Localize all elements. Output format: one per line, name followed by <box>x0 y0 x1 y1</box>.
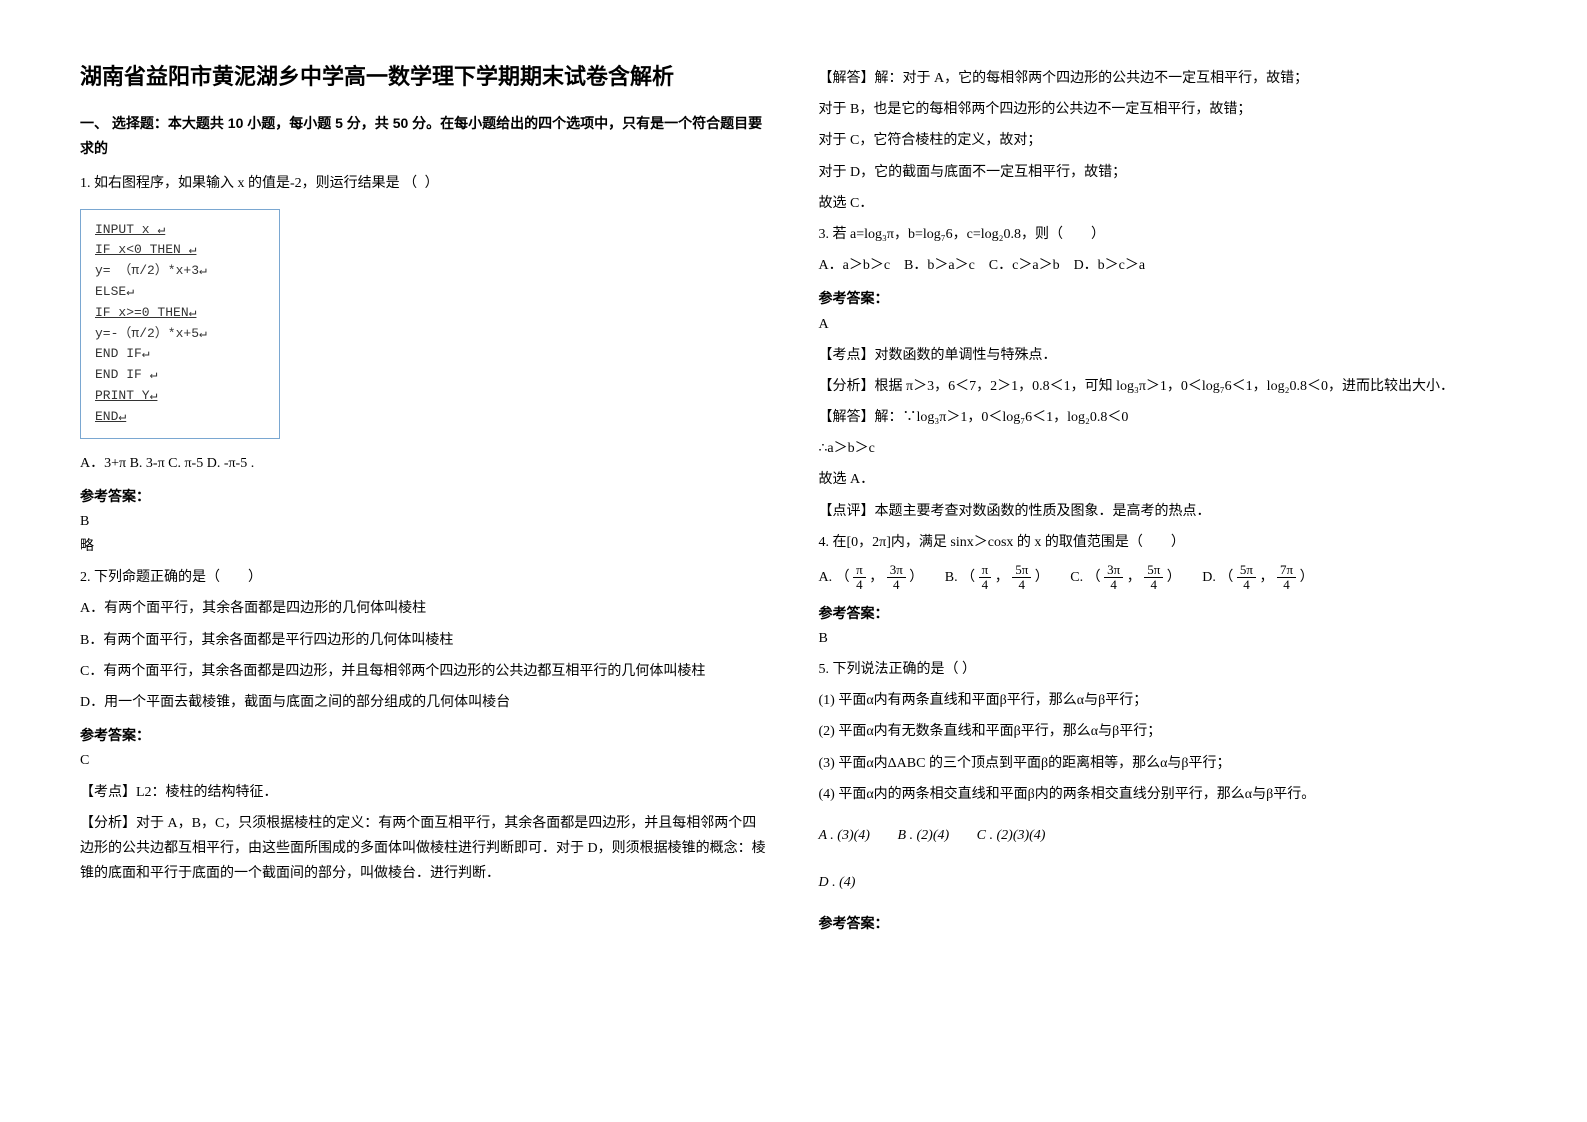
code-line: END IF↵ <box>95 344 265 365</box>
q4-opt-d: D. （ 5π4 ， 7π4 ） <box>1202 563 1313 593</box>
q2-opt-b: B．有两个面平行，其余各面都是平行四边形的几何体叫棱柱 <box>80 628 769 653</box>
q4-answer: B <box>819 626 1508 651</box>
q5-answer-label: 参考答案： <box>819 911 1508 936</box>
code-line: END IF ↵ <box>95 365 265 386</box>
q2-jieda-c: 对于 C，它符合棱柱的定义，故对； <box>819 128 1508 153</box>
q3-fenxi: 【分析】根据 π＞3，6＜7，2＞1，0.8＜1，可知 log₃π＞1，0＜lo… <box>819 374 1508 399</box>
right-column: 【解答】解：对于 A，它的每相邻两个四边形的公共边不一定互相平行，故错； 对于 … <box>819 60 1508 936</box>
q3-answer-label: 参考答案： <box>819 286 1508 311</box>
q1-code-box: INPUT x ↵ IF x<0 THEN ↵ y= （π/2）*x+3↵ EL… <box>80 209 280 439</box>
frac-icon: 5π4 <box>1237 563 1256 593</box>
code-line: INPUT x ↵ <box>95 220 265 241</box>
q2-kaodian: 【考点】L2：棱柱的结构特征． <box>80 780 769 805</box>
q3-jieda-3: 故选 A． <box>819 467 1508 492</box>
frac-icon: 5π4 <box>1012 563 1031 593</box>
q2-prompt: 2. 下列命题正确的是（ ） <box>80 565 769 590</box>
q3-kaodian: 【考点】对数函数的单调性与特殊点． <box>819 343 1508 368</box>
q5-s4: (4) 平面α内的两条相交直线和平面β内的两条相交直线分别平行，那么α与β平行。 <box>819 782 1508 807</box>
q1-blank: （ ） <box>403 176 441 191</box>
q5-options-row1: A . (3)(4) B . (2)(4) C . (2)(3)(4) <box>819 817 1508 854</box>
q5-opt-b: B . (2)(4) <box>897 823 949 848</box>
q1-answer-label: 参考答案： <box>80 484 769 509</box>
q4-opt-a: A. （ π4 ， 3π4 ） <box>819 563 924 593</box>
q2-answer: C <box>80 748 769 773</box>
q2-answer-label: 参考答案： <box>80 723 769 748</box>
fenxi-label: 【分析】 <box>80 816 136 831</box>
q2-jieda-b: 对于 B，也是它的每相邻两个四边形的公共边不一定互相平行，故错； <box>819 97 1508 122</box>
jieda-label: 【解答】 <box>819 71 875 86</box>
q3-dianping: 【点评】本题主要考查对数函数的性质及图象．是高考的热点． <box>819 499 1508 524</box>
frac-icon: 3π4 <box>887 563 906 593</box>
q2-jieda-a: 【解答】解：对于 A，它的每相邻两个四边形的公共边不一定互相平行，故错； <box>819 66 1508 91</box>
code-line: ELSE↵ <box>95 282 265 303</box>
q2-opt-d: D．用一个平面去截棱锥，截面与底面之间的部分组成的几何体叫棱台 <box>80 690 769 715</box>
q4-opt-c: C. （ 3π4 ， 5π4 ） <box>1070 563 1181 593</box>
q3-answer: A <box>819 312 1508 337</box>
code-line: END↵ <box>95 407 265 428</box>
q5-opt-c: C . (2)(3)(4) <box>977 823 1046 848</box>
code-line: IF x<0 THEN ↵ <box>95 240 265 261</box>
code-line: y=-（π/2）*x+5↵ <box>95 324 265 345</box>
frac-icon: π4 <box>979 563 992 593</box>
q2-opt-a: A．有两个面平行，其余各面都是四边形的几何体叫棱柱 <box>80 596 769 621</box>
frac-icon: 3π4 <box>1104 563 1123 593</box>
code-line: y= （π/2）*x+3↵ <box>95 261 265 282</box>
q2-jieda-d: 对于 D，它的截面与底面不一定互相平行，故错； <box>819 160 1508 185</box>
page-root: 湖南省益阳市黄泥湖乡中学高一数学理下学期期末试卷含解析 一、 选择题：本大题共 … <box>80 60 1507 936</box>
q4-prompt: 4. 在[0，2π]内，满足 sinx＞cosx 的 x 的取值范围是（ ） <box>819 530 1508 555</box>
q2-fenxi: 【分析】对于 A，B，C，只须根据棱柱的定义：有两个面互相平行，其余各面都是四边… <box>80 811 769 887</box>
q4-options: A. （ π4 ， 3π4 ） B. （ π4 ， 5π4 ） C. （ 3π4… <box>819 563 1508 593</box>
kaodian-text: L2：棱柱的结构特征． <box>136 785 278 800</box>
q1-options: A．3+π B. 3-π C. π-5 D. -π-5 . <box>80 451 769 476</box>
kaodian-label: 【考点】 <box>80 785 136 800</box>
q5-s1: (1) 平面α内有两条直线和平面β平行，那么α与β平行； <box>819 688 1508 713</box>
q2-opt-c: C．有两个面平行，其余各面都是四边形，并且每相邻两个四边形的公共边都互相平行的几… <box>80 659 769 684</box>
q5-s3: (3) 平面α内ΔABC 的三个顶点到平面β的距离相等，那么α与β平行； <box>819 751 1508 776</box>
q3-jieda-2: ∴a＞b＞c <box>819 436 1508 461</box>
frac-icon: 5π4 <box>1144 563 1163 593</box>
q5-s2: (2) 平面α内有无数条直线和平面β平行，那么α与β平行； <box>819 719 1508 744</box>
code-line: IF x>=0 THEN↵ <box>95 303 265 324</box>
left-column: 湖南省益阳市黄泥湖乡中学高一数学理下学期期末试卷含解析 一、 选择题：本大题共 … <box>80 60 769 936</box>
q4-answer-label: 参考答案： <box>819 601 1508 626</box>
q5-opt-d: D . (4) <box>819 870 856 895</box>
q2-jieda-e: 故选 C． <box>819 191 1508 216</box>
q4-opt-b: B. （ π4 ， 5π4 ） <box>945 563 1049 593</box>
q5-prompt: 5. 下列说法正确的是（ ） <box>819 657 1508 682</box>
q5-options-row2: D . (4) <box>819 864 1508 901</box>
fenxi-text: 对于 A，B，C，只须根据棱柱的定义：有两个面互相平行，其余各面都是四边形，并且… <box>80 816 766 881</box>
q3-prompt: 3. 若 a=log₃π，b=log₇6，c=log₂0.8，则（ ） <box>819 222 1508 247</box>
q1-note: 略 <box>80 534 769 559</box>
q3-options: A．a＞b＞c B．b＞a＞c C．c＞a＞b D．b＞c＞a <box>819 253 1508 278</box>
frac-icon: 7π4 <box>1277 563 1296 593</box>
q1-answer: B <box>80 509 769 534</box>
q1-prompt: 1. 如右图程序，如果输入 x 的值是-2，则运行结果是 （ ） <box>80 171 769 196</box>
code-line: PRINT Y↵ <box>95 386 265 407</box>
section-1-heading: 一、 选择题：本大题共 10 小题，每小题 5 分，共 50 分。在每小题给出的… <box>80 111 769 161</box>
exam-title: 湖南省益阳市黄泥湖乡中学高一数学理下学期期末试卷含解析 <box>80 60 769 93</box>
q1-text: 1. 如右图程序，如果输入 x 的值是-2，则运行结果是 <box>80 176 400 191</box>
q3-jieda-1: 【解答】解：∵log₃π＞1，0＜log₇6＜1，log₂0.8＜0 <box>819 405 1508 430</box>
q5-opt-a: A . (3)(4) <box>819 823 870 848</box>
frac-icon: π4 <box>853 563 866 593</box>
